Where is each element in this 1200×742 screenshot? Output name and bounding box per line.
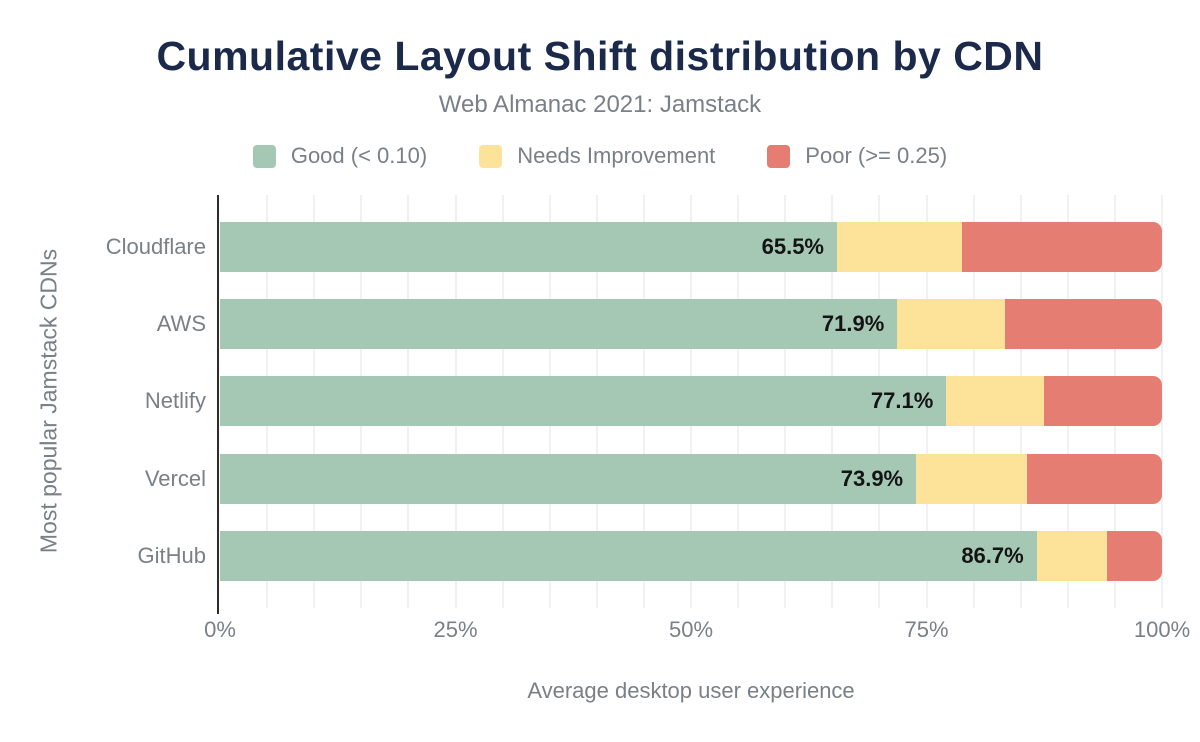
bar-segment-needs-improvement[interactable] <box>837 222 963 273</box>
legend-label: Poor (>= 0.25) <box>805 143 948 168</box>
x-axis-tick-labels: 0% 25% 50% 75% 100% <box>204 617 1190 645</box>
x-axis-tick-25: 25% <box>433 617 478 642</box>
legend-swatch-poor-0-25 <box>767 144 791 168</box>
bar-value-label: 86.7% <box>961 542 1024 568</box>
bar-segment-good-0-10[interactable]: 65.5% <box>220 222 837 273</box>
bar-row-github: 86.7% <box>220 530 1162 581</box>
x-axis-tick-75: 75% <box>904 617 949 642</box>
bar-segment-needs-improvement[interactable] <box>897 299 1005 350</box>
bar-segment-needs-improvement[interactable] <box>946 376 1045 427</box>
bar-segment-good-0-10[interactable]: 73.9% <box>220 453 917 504</box>
x-axis-tick-100: 100% <box>1133 617 1191 642</box>
chart-title: Cumulative Layout Shift distribution by … <box>156 33 1044 79</box>
bar-segment-poor-0-25[interactable] <box>1044 376 1162 427</box>
x-axis-title: Average desktop user experience <box>527 678 855 703</box>
chart-subtitle: Web Almanac 2021: Jamstack <box>438 91 762 118</box>
bar-segment-good-0-10[interactable]: 77.1% <box>220 376 947 427</box>
bar-segment-needs-improvement[interactable] <box>916 453 1028 504</box>
bar-row-netlify: 77.1% <box>220 376 1162 427</box>
legend-item-poor-0-25: Poor (>= 0.25) <box>767 143 947 169</box>
bar-segment-poor-0-25[interactable] <box>962 222 1162 273</box>
bar-row-vercel: 73.9% <box>220 453 1162 504</box>
gridline <box>1161 195 1163 608</box>
bar-row-cloudflare: 65.5% <box>220 222 1162 273</box>
legend-label: Needs Improvement <box>517 143 716 168</box>
bar-value-label: 77.1% <box>870 388 934 414</box>
y-axis-line <box>217 195 219 614</box>
bar-segment-good-0-10[interactable]: 71.9% <box>220 299 898 350</box>
bars: 65.5% 71.9% 77.1% 73.9% 86.7% <box>220 195 1162 608</box>
category-label-netlify: Netlify <box>144 388 206 414</box>
legend-item-good-0-10: Good (< 0.10) <box>252 143 428 169</box>
y-axis-category-labels: Cloudflare AWS Netlify Vercel GitHub <box>0 195 206 608</box>
bar-row-aws: 71.9% <box>220 299 1162 350</box>
legend-swatch-good-0-10 <box>252 144 276 168</box>
bar-segment-good-0-10[interactable]: 86.7% <box>220 530 1037 581</box>
category-label-aws: AWS <box>156 311 206 337</box>
bar-value-label: 73.9% <box>840 465 904 491</box>
bar-value-label: 65.5% <box>761 234 824 260</box>
bar-segment-poor-0-25[interactable] <box>1027 453 1162 504</box>
category-label-cloudflare: Cloudflare <box>105 234 206 260</box>
category-label-github: GitHub <box>137 542 206 568</box>
bar-value-label: 71.9% <box>821 311 885 337</box>
legend-label: Good (< 0.10) <box>290 143 428 168</box>
category-label-vercel: Vercel <box>144 465 206 491</box>
x-axis-tick-0: 0% <box>204 617 236 642</box>
legend: Good (< 0.10) Needs Improvement Poor (>= 0… <box>0 143 1200 169</box>
x-axis-tick-50: 50% <box>668 617 714 642</box>
legend-item-needs-improvement: Needs Improvement <box>479 143 715 169</box>
plot-area: 65.5% 71.9% 77.1% 73.9% 86.7% <box>217 195 1163 614</box>
bar-segment-poor-0-25[interactable] <box>1004 299 1162 350</box>
bar-segment-poor-0-25[interactable] <box>1107 530 1162 581</box>
legend-swatch-needs-improvement <box>479 144 503 168</box>
bar-segment-needs-improvement[interactable] <box>1036 530 1108 581</box>
